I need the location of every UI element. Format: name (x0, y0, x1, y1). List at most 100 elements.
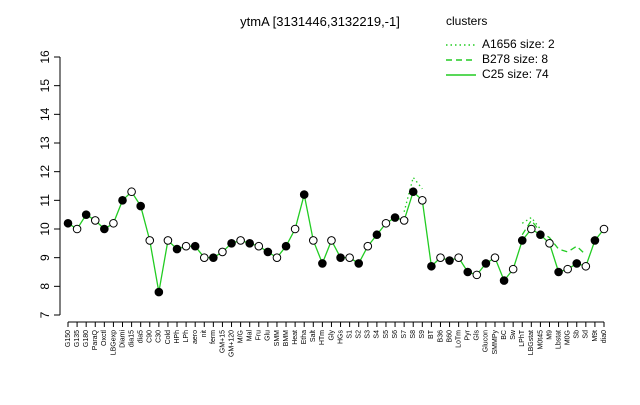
data-point (345, 253, 354, 262)
x-tick-label: G150 (65, 330, 72, 347)
data-point (336, 253, 345, 262)
y-tick-label: 7 (38, 311, 52, 318)
x-tick-label: HPh (174, 330, 181, 344)
data-point (463, 267, 473, 277)
data-point (245, 239, 254, 248)
series-line (403, 175, 541, 230)
data-point (490, 253, 500, 262)
x-tick-label: S5 (383, 330, 390, 339)
data-point (181, 241, 191, 251)
data-point (408, 187, 418, 197)
legend-label: B278 size: 8 (482, 52, 548, 66)
x-tick-label: S8 (410, 330, 417, 339)
x-tick-label: Salt (310, 330, 317, 342)
data-point (218, 247, 227, 257)
x-tick-label: S4 (374, 330, 381, 339)
data-point (481, 259, 491, 268)
data-point (136, 201, 145, 211)
data-point (318, 259, 327, 268)
y-tick-label: 8 (38, 283, 52, 290)
x-tick-label: G180 (83, 330, 90, 347)
data-point (445, 256, 454, 265)
x-tick-label: Fru (256, 330, 263, 341)
chart-title: ytmA [3131446,3132219,-1] (240, 14, 400, 29)
data-point (527, 224, 536, 234)
data-point (545, 239, 554, 248)
data-point (299, 190, 309, 199)
x-tick-label: Oxctl (101, 330, 108, 346)
data-point (109, 218, 118, 228)
data-point (163, 236, 173, 245)
x-tick-label: Glucon (483, 330, 490, 352)
x-tick-label: LoTm (455, 330, 462, 348)
data-point (308, 236, 318, 245)
x-tick-label: G135 (74, 330, 81, 347)
data-point (172, 244, 182, 254)
legend-title: clusters (446, 14, 487, 28)
data-point (63, 218, 73, 228)
y-tick-label: 13 (38, 136, 52, 150)
x-tick-label: Pyr (465, 329, 472, 340)
x-tick-label: C30 (156, 330, 163, 343)
y-tick-label: 10 (38, 222, 52, 236)
y-tick-label: 14 (38, 107, 52, 121)
x-tick-label: Gly (328, 330, 335, 341)
x-tick-label: Sd (583, 330, 590, 339)
x-tick-label: BC (501, 330, 508, 340)
data-point (390, 213, 400, 222)
data-point (90, 216, 100, 225)
x-tick-label: LPh (183, 330, 190, 343)
x-tick-label: ferm (210, 330, 217, 344)
data-point (199, 253, 209, 262)
x-tick-label: BMM (283, 330, 290, 347)
data-point (363, 241, 373, 251)
x-tick-label: S6 (392, 330, 399, 339)
x-tick-label: nit (201, 330, 208, 337)
x-tick-label: S2 (356, 330, 363, 339)
y-tick-label: 16 (38, 50, 52, 64)
x-tick-label: Etha (301, 330, 308, 345)
data-point (272, 253, 282, 262)
x-tick-label: dia15 (128, 330, 135, 347)
data-point (381, 218, 391, 228)
data-point (145, 236, 155, 245)
series-line (67, 190, 605, 293)
x-tick-label: GM+15 (219, 330, 226, 353)
x-tick-label: aero (192, 330, 199, 344)
x-tick-label: dia0 (601, 330, 608, 343)
data-point (572, 259, 582, 268)
x-tick-label: LBGexp (110, 330, 117, 355)
x-tick-label: S1 (346, 330, 353, 339)
x-tick-label: M0G (565, 330, 572, 345)
data-point (236, 236, 245, 245)
x-tick-label: Cold (165, 330, 172, 345)
data-point (590, 236, 600, 245)
data-point (100, 224, 109, 234)
data-point (227, 239, 236, 248)
x-tick-label: Mal (247, 330, 254, 342)
x-tick-label: M0t45 (537, 330, 544, 350)
data-point (127, 187, 136, 197)
x-tick-label: Lbstat (555, 330, 562, 349)
x-tick-label: Heat (292, 330, 299, 345)
x-tick-label: Sw (510, 329, 517, 340)
data-point (472, 270, 482, 280)
x-tick-label: SMMPy (492, 330, 499, 355)
data-point (508, 264, 518, 274)
x-tick-label: Diami (119, 330, 126, 348)
data-point (372, 230, 382, 240)
x-tick-label: LPhT (519, 329, 526, 346)
x-tick-label: ParaQ (92, 329, 99, 350)
data-point (290, 224, 300, 234)
data-point (81, 210, 91, 219)
x-tick-label: M9 (546, 330, 553, 340)
x-tick-label: BT (428, 329, 435, 339)
x-tick-label: S9 (419, 330, 426, 339)
x-tick-label: B60 (446, 330, 453, 343)
x-tick-label: dia5 (138, 330, 145, 343)
x-tick-label: LBGstat (528, 330, 535, 355)
data-point (254, 241, 264, 251)
x-tick-label: GM+120 (228, 330, 235, 357)
